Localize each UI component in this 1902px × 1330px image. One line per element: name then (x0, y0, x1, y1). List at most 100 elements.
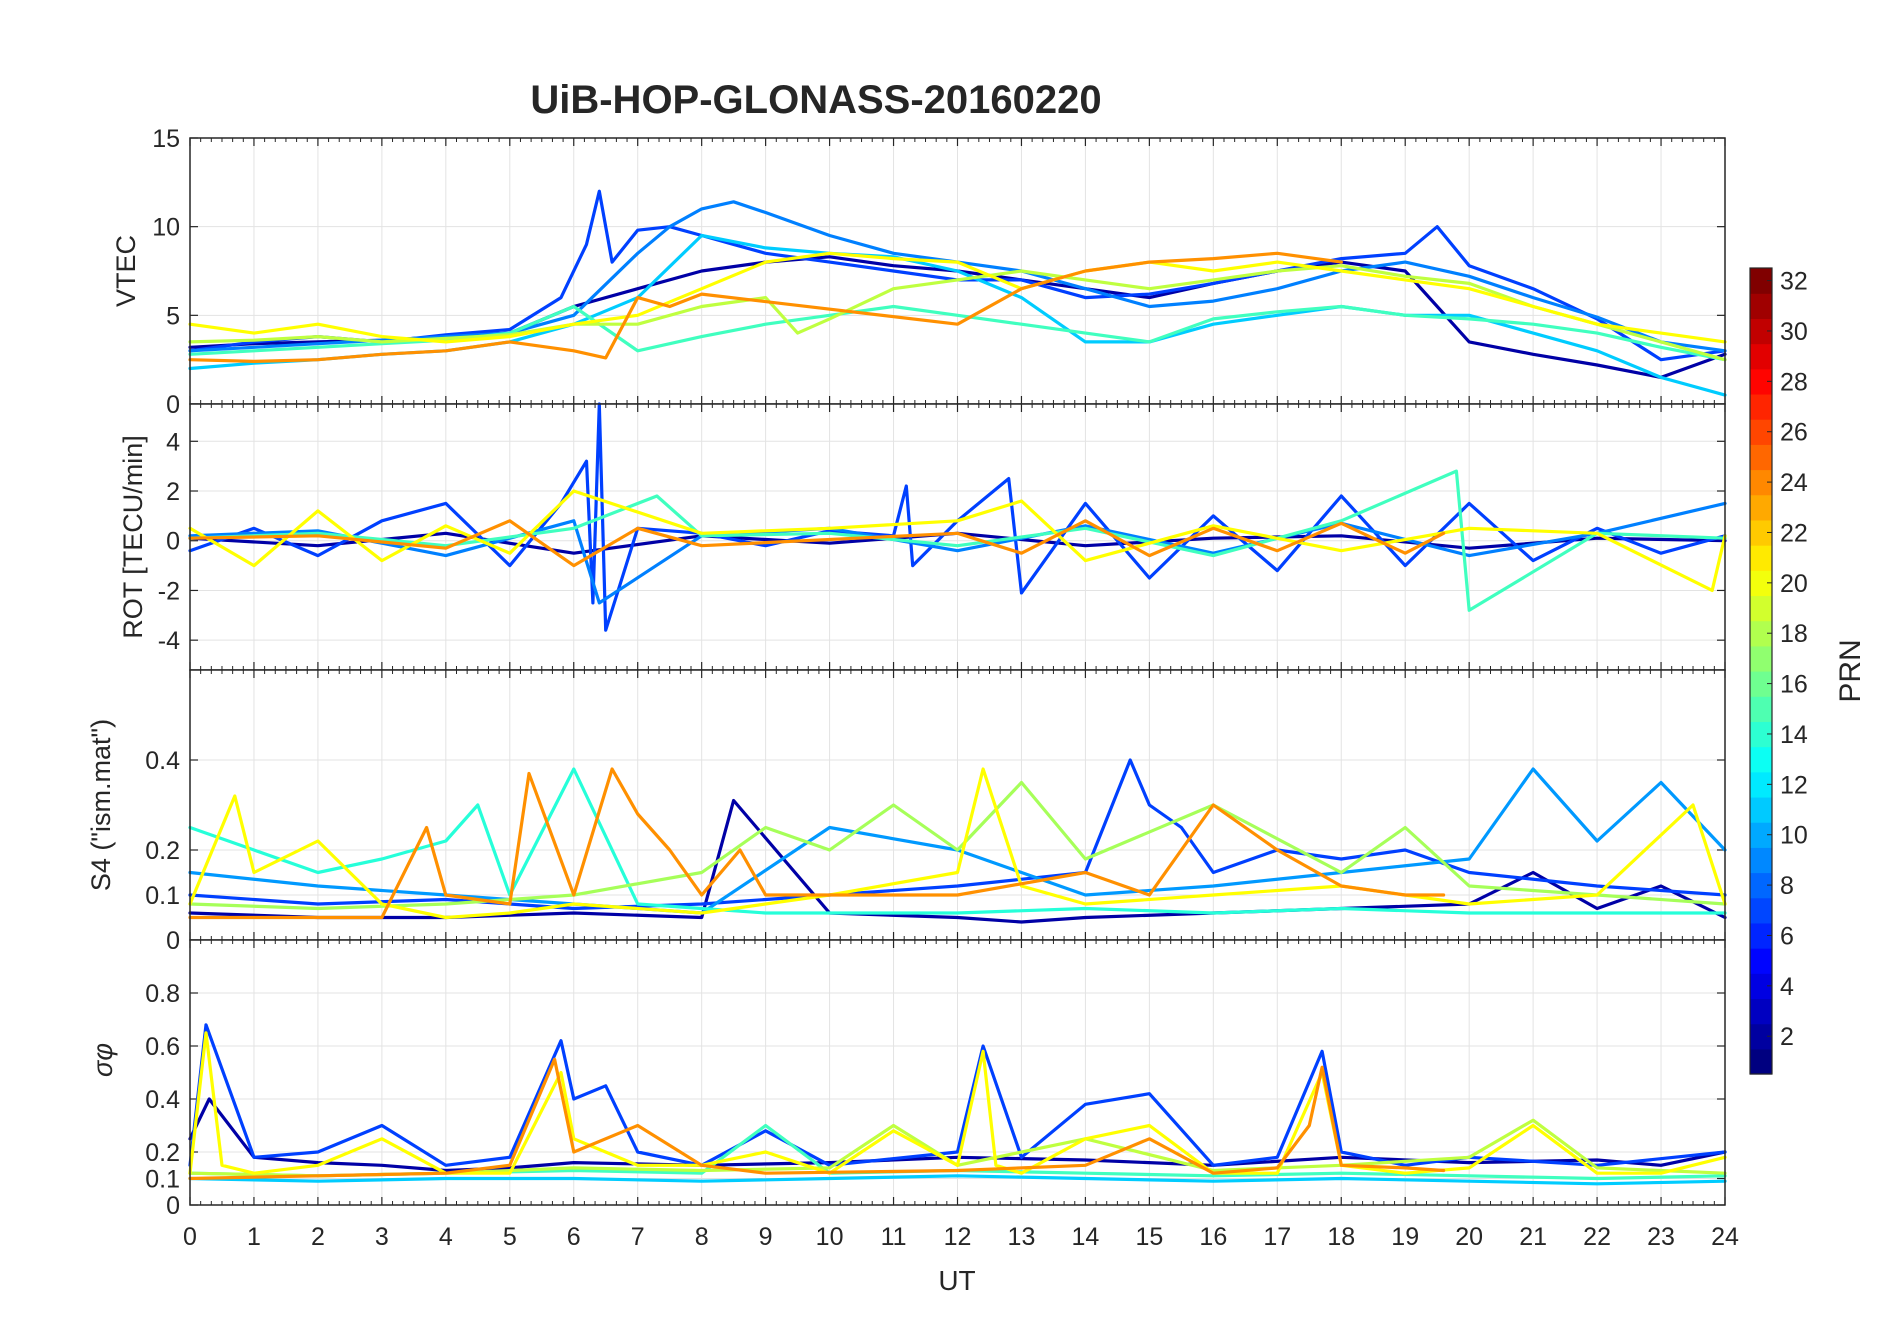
x-tick-label: 3 (375, 1223, 389, 1251)
x-tick-label: 15 (1135, 1223, 1163, 1251)
y-tick-label: 0.1 (145, 1166, 180, 1194)
vtec-panel: 0 5 10 15 VTEC (111, 125, 1727, 419)
colorbar-cell (1750, 771, 1772, 798)
x-tick-label: 7 (631, 1223, 645, 1251)
series-line-prn-23 (188, 519, 1446, 568)
sigma-phi-y-axis-label: σφ (88, 1043, 118, 1077)
y-tick-label: 0 (166, 927, 180, 955)
series-line-prn-17 (188, 780, 1727, 911)
x-tick-label: 10 (816, 1223, 844, 1251)
colorbar-tick-label: 12 (1780, 771, 1808, 799)
rot-panel: -4 -2 0 2 4 ROT [TECU/min] (118, 402, 1727, 671)
rot-series (188, 402, 1727, 632)
colorbar-cell (1750, 721, 1772, 748)
y-tick-label: 0 (166, 1192, 180, 1220)
x-tick-label: 23 (1647, 1223, 1675, 1251)
sigma-phi-series (188, 1023, 1727, 1186)
colorbar-label: PRN (1834, 639, 1867, 702)
colorbar-tick-label: 22 (1780, 519, 1808, 547)
colorbar-cell (1750, 368, 1772, 395)
colorbar-cell (1750, 973, 1772, 1000)
y-tick-label: -4 (158, 627, 180, 655)
x-tick-label: 18 (1327, 1223, 1355, 1251)
y-tick-label: 5 (166, 302, 180, 330)
series-line-prn-12 (188, 1174, 1727, 1186)
rot-grid (189, 404, 1726, 670)
colorbar-cell (1750, 948, 1772, 974)
x-tick-label: 17 (1263, 1223, 1291, 1251)
series-line-prn-18 (188, 264, 1727, 362)
s4-y-tick-labels: 0 0.1 0.2 0.4 (145, 747, 180, 955)
colorbar-tick-label: 2 (1780, 1023, 1794, 1051)
y-tick-label: 0.2 (145, 837, 180, 865)
y-tick-label: 15 (152, 125, 180, 153)
y-tick-label: 0.4 (145, 747, 180, 775)
sigma-phi-y-tick-labels: 00.10.2 0.4 0.6 0.8 (145, 980, 180, 1220)
colorbar-tick-label: 32 (1780, 268, 1808, 296)
colorbar-cell (1750, 494, 1772, 521)
series-line-prn-2 (188, 798, 1727, 924)
series-line-prn-20 (188, 489, 1727, 593)
rot-y-tick-labels: -4 -2 0 2 4 (158, 428, 180, 655)
s4-series (188, 758, 1727, 924)
x-tick-label: 11 (881, 1223, 907, 1251)
series-line-prn-20 (188, 251, 1727, 344)
x-tick-label: 8 (695, 1223, 709, 1251)
s4-y-axis-label: S4 ("ism.mat") (86, 719, 116, 891)
colorbar-cell (1750, 872, 1772, 899)
colorbar-cell (1750, 469, 1772, 496)
colorbar-cells (1750, 268, 1772, 1075)
series-line-prn-13 (188, 767, 1727, 915)
series-line-prn-5 (188, 189, 1727, 362)
x-tick-label: 21 (1519, 1223, 1547, 1251)
colorbar-cell (1750, 847, 1772, 874)
x-tick-label: 16 (1199, 1223, 1227, 1251)
colorbar-tick-label: 4 (1780, 973, 1794, 1001)
series-line-prn-5 (188, 1023, 1727, 1167)
colorbar-cell (1750, 444, 1772, 471)
rot-y-axis-label: ROT [TECU/min] (118, 435, 148, 639)
colorbar-cell (1750, 671, 1772, 697)
vtec-y-axis-label: VTEC (111, 235, 141, 307)
x-tick-label: 24 (1711, 1223, 1739, 1251)
colorbar-cell (1750, 796, 1772, 823)
x-tick-label: 22 (1583, 1223, 1611, 1251)
series-line-prn-15 (188, 469, 1727, 612)
colorbar-cell (1750, 645, 1772, 672)
y-tick-label: 0 (166, 391, 180, 419)
x-axis-label: UT (938, 1265, 975, 1296)
colorbar-cell (1750, 318, 1772, 345)
colorbar-cell (1750, 746, 1772, 773)
y-tick-label: 0.2 (145, 1139, 180, 1167)
series-line-prn-23 (188, 251, 1343, 363)
sigma-phi-panel: 00.10.2 0.4 0.6 0.8 σφ (88, 939, 1727, 1220)
colorbar-cell (1750, 595, 1772, 622)
y-tick-label: 0.6 (145, 1033, 180, 1061)
x-tick-label: 1 (247, 1223, 261, 1251)
series-line-prn-15 (188, 304, 1727, 362)
y-tick-label: 0.4 (145, 1086, 180, 1114)
s4-panel: 0 0.1 0.2 0.4 S4 ("ism.mat") (86, 669, 1727, 955)
series-line-prn-5 (188, 402, 1727, 632)
y-tick-label: 2 (166, 478, 180, 506)
colorbar-cell (1750, 545, 1772, 571)
colorbar-cell (1750, 519, 1772, 546)
x-tick-label: 2 (311, 1223, 325, 1251)
vtec-series (188, 189, 1727, 397)
colorbar-cell (1750, 897, 1772, 924)
colorbar-cell (1750, 570, 1772, 597)
x-tick-label: 19 (1391, 1223, 1419, 1251)
colorbar-tick-label: 18 (1780, 620, 1808, 648)
x-tick-label: 12 (944, 1223, 972, 1251)
colorbar-tick-label: 26 (1780, 419, 1808, 447)
series-line-prn-8 (188, 200, 1727, 353)
colorbar-tick-label: 24 (1780, 469, 1808, 497)
colorbar-tick-label: 30 (1780, 318, 1808, 346)
colorbar-cell (1750, 343, 1772, 370)
colorbar-tick-label: 14 (1780, 721, 1808, 749)
colorbar-tick-label: 10 (1780, 822, 1808, 850)
series-line-prn-20 (188, 767, 1727, 920)
series-line-prn-10 (188, 767, 1727, 915)
x-tick-label: 5 (503, 1223, 517, 1251)
